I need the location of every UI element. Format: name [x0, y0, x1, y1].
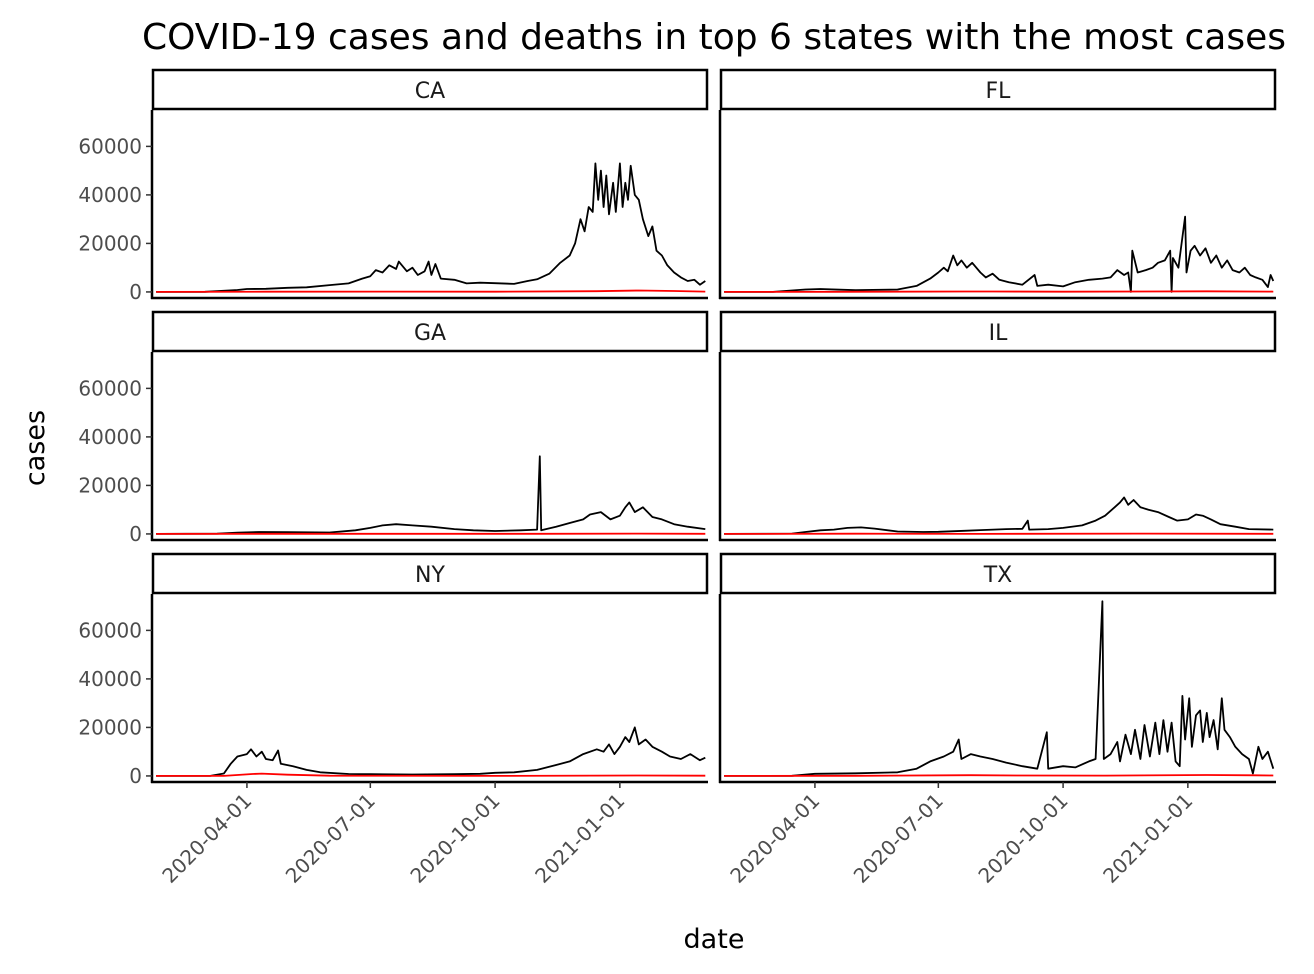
- y-axis-title: cases: [20, 410, 51, 486]
- y-tick-label: 20000: [78, 715, 142, 739]
- x-tick-label: 2021-01-01: [1098, 789, 1197, 888]
- facet-strip: [151, 68, 709, 111]
- facet-strip-label: CA: [415, 79, 445, 104]
- y-tick-label: 60000: [78, 376, 142, 400]
- facet-strip-label: FL: [986, 79, 1012, 104]
- facet-strip-label: IL: [989, 321, 1008, 346]
- facet-strip: [719, 68, 1277, 111]
- facet-strip: [151, 552, 709, 595]
- y-tick-label: 60000: [78, 618, 142, 642]
- x-tick-label: 2020-04-01: [725, 789, 824, 888]
- cases-line: [724, 215, 1275, 293]
- deaths-line: [724, 774, 1274, 777]
- y-tick-label: 40000: [78, 425, 142, 449]
- facet-strip-label: GA: [414, 321, 446, 346]
- x-axis-title: date: [684, 924, 745, 955]
- y-tick-label: 20000: [78, 231, 142, 255]
- x-tick-label: 2020-10-01: [405, 789, 504, 888]
- facet-strip: [719, 310, 1277, 353]
- x-tick-label: 2020-04-01: [157, 789, 256, 888]
- x-tick-label: 2020-10-01: [973, 789, 1072, 888]
- y-tick-label: 60000: [78, 134, 142, 158]
- facet-strip: [151, 310, 709, 353]
- x-tick-label: 2021-01-01: [530, 789, 629, 888]
- deaths-line: [724, 290, 1274, 293]
- x-tick-label: 2020-07-01: [281, 789, 380, 888]
- facet-ca: CA 0 20000 40000 60000: [78, 68, 709, 304]
- y-tick-label: 0: [129, 280, 142, 304]
- facet-strip-label: NY: [415, 563, 445, 588]
- deaths-line: [156, 289, 706, 293]
- facet-panels: CA 0 20000 40000 60000 FL GA 0 20000 40000 60000 IL…: [78, 68, 1277, 888]
- cases-line: [724, 600, 1275, 777]
- facet-ga: GA 0 20000 40000 60000: [78, 310, 709, 546]
- y-tick-label: 0: [129, 764, 142, 788]
- y-tick-label: 0: [129, 522, 142, 546]
- y-tick-label: 40000: [78, 667, 142, 691]
- chart-title: COVID-19 cases and deaths in top 6 state…: [142, 17, 1286, 58]
- facet-strip-label: TX: [983, 563, 1013, 588]
- cases-line: [724, 496, 1274, 535]
- facet-strip: [719, 552, 1277, 595]
- facet-il: IL: [718, 310, 1277, 542]
- x-tick-label: 2020-07-01: [849, 789, 948, 888]
- cases-line: [156, 455, 706, 535]
- deaths-line: [156, 772, 706, 777]
- y-tick-label: 20000: [78, 473, 142, 497]
- cases-line: [156, 726, 706, 777]
- facet-tx: TX 2020-04-01 2020-07-01 2020-10-01 2021-01-…: [718, 552, 1277, 888]
- facet-fl: FL: [718, 68, 1277, 300]
- cases-line: [156, 162, 706, 293]
- y-tick-label: 40000: [78, 183, 142, 207]
- facet-ny: NY 0 20000 40000 60000 2020-04-01 2020-07-01 20…: [78, 552, 709, 888]
